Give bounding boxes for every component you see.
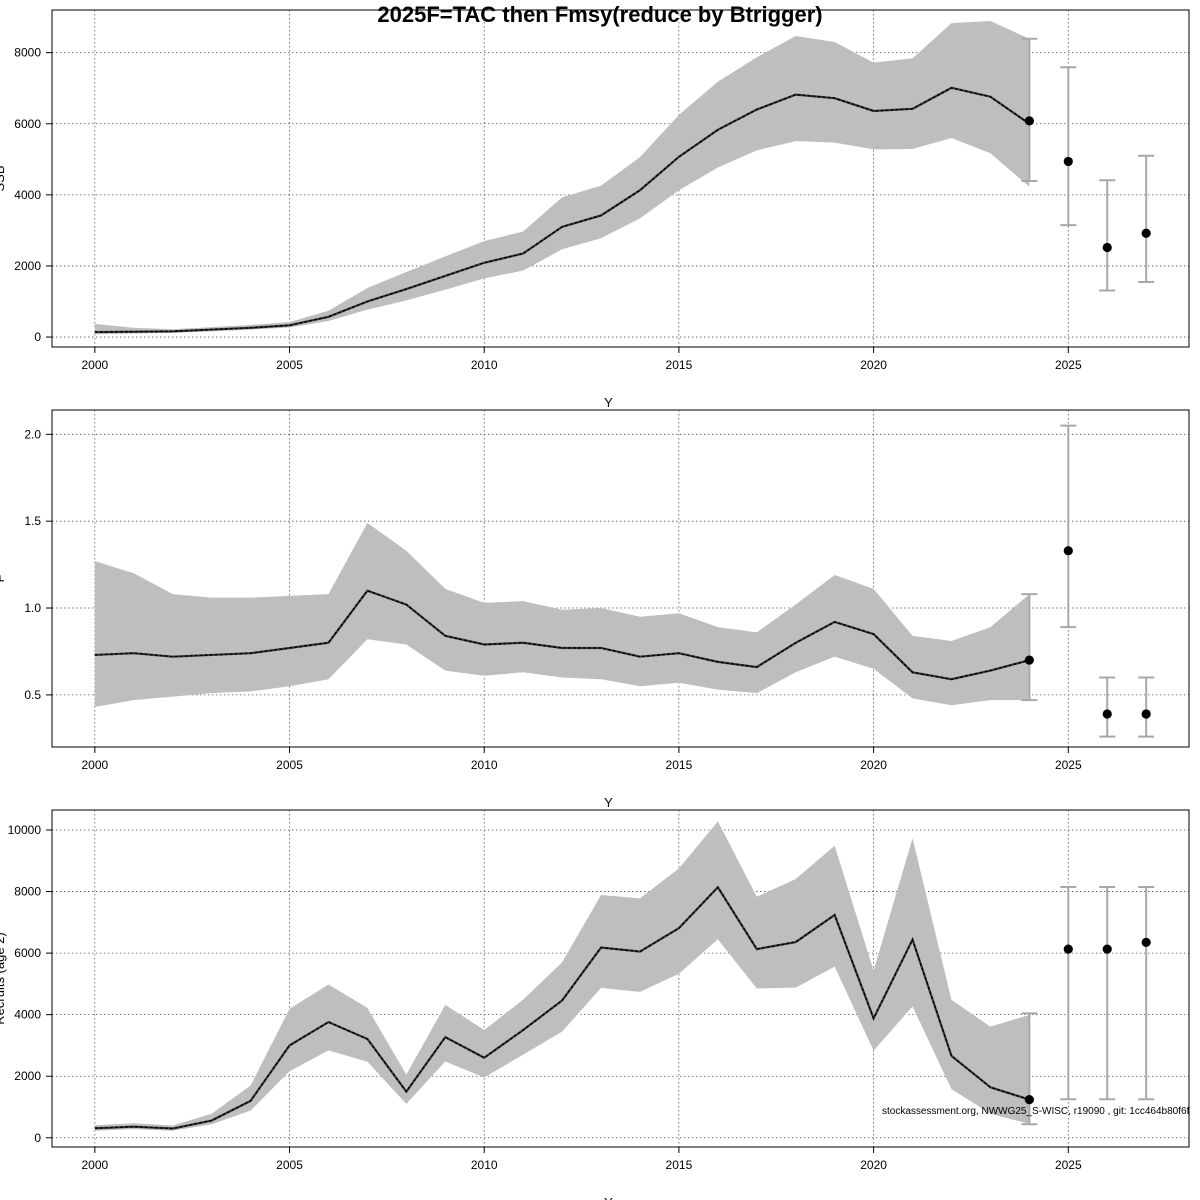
fbar-estimate-dashes: [94, 589, 1030, 680]
x-tick-label: 2000: [81, 1158, 108, 1172]
fbar-panel: 2000 2005 2010 2015 2020 2025 0.5 1.0 1.5 2.0 Y F: [0, 409, 1190, 810]
x-tick-label: 2015: [666, 358, 693, 372]
recruitment-estimate-dashes: [94, 886, 1030, 1130]
projection-point: [1063, 546, 1073, 556]
x-axis-label: Y: [604, 1195, 613, 1200]
y-tick-label: 2000: [14, 259, 41, 273]
plot-frame: [51, 809, 1190, 1148]
projection-point: [1024, 116, 1034, 126]
x-tick-label: 2020: [860, 758, 887, 772]
y-tick-label: 1.0: [24, 601, 41, 615]
y-tick-label: 2000: [14, 1069, 41, 1083]
x-axis-label: Y: [604, 795, 613, 810]
recruitment-confidence-band: [94, 821, 1030, 1131]
plot-frame: [51, 409, 1190, 748]
y-tick-label: 0: [34, 330, 41, 344]
y-tick-label: 6000: [14, 946, 41, 960]
x-tick-label: 2010: [471, 758, 498, 772]
projection-point: [1063, 944, 1073, 954]
x-tick-label: 2000: [81, 358, 108, 372]
x-tick-label: 2010: [471, 358, 498, 372]
y-tick-label: 1.5: [24, 514, 41, 528]
projection-point: [1141, 228, 1151, 238]
projection-point: [1141, 937, 1151, 947]
x-tick-label: 2025: [1055, 358, 1082, 372]
x-tick-label: 2015: [666, 1158, 693, 1172]
y-axis-label: SSB: [0, 165, 7, 191]
y-tick-label: 2.0: [24, 427, 41, 441]
projection-point: [1141, 709, 1151, 719]
y-tick-label: 4000: [14, 188, 41, 202]
x-axis-label: Y: [604, 395, 613, 410]
ssb-estimate-dashes: [94, 87, 1030, 333]
y-tick-label: 10000: [8, 823, 42, 837]
projection-point: [1024, 655, 1034, 665]
x-tick-label: 2005: [276, 1158, 303, 1172]
x-tick-label: 2020: [860, 358, 887, 372]
x-tick-label: 2000: [81, 758, 108, 772]
projection-point: [1024, 1095, 1034, 1105]
projection-point: [1102, 709, 1112, 719]
x-tick-label: 2025: [1055, 758, 1082, 772]
y-tick-label: 6000: [14, 117, 41, 131]
y-tick-label: 0.5: [24, 688, 41, 702]
y-tick-label: 0: [34, 1131, 41, 1145]
plot-frame: [51, 9, 1190, 348]
ssb-confidence-band: [94, 21, 1030, 335]
y-axis-label: Recruits (age 2): [0, 932, 7, 1024]
y-tick-label: 8000: [14, 885, 41, 899]
fbar-confidence-band: [94, 522, 1030, 708]
x-tick-label: 2020: [860, 1158, 887, 1172]
projection-point: [1102, 242, 1112, 253]
y-axis-label: F: [0, 574, 7, 582]
x-tick-label: 2010: [471, 1158, 498, 1172]
x-tick-label: 2005: [276, 758, 303, 772]
chart-title: 2025F=TAC then Fmsy(reduce by Btrigger): [377, 2, 823, 27]
x-tick-label: 2015: [666, 758, 693, 772]
ssb-panel: 2000 2005 2010 2015 2020 2025 0 2000 4000 6000 800…: [0, 9, 1190, 410]
footer-credit: stockassessment.org, NWWG25_S-WISC, r190…: [882, 1106, 1190, 1117]
projection-point: [1063, 156, 1073, 167]
projection-point: [1102, 944, 1112, 954]
recruitment-panel: 2000 2005 2010 2015 2020 2025 0 2000 4000 6000 800…: [0, 809, 1190, 1200]
y-tick-label: 8000: [14, 46, 41, 60]
x-tick-label: 2005: [276, 358, 303, 372]
y-tick-label: 4000: [14, 1008, 41, 1022]
x-tick-label: 2025: [1055, 1158, 1082, 1172]
